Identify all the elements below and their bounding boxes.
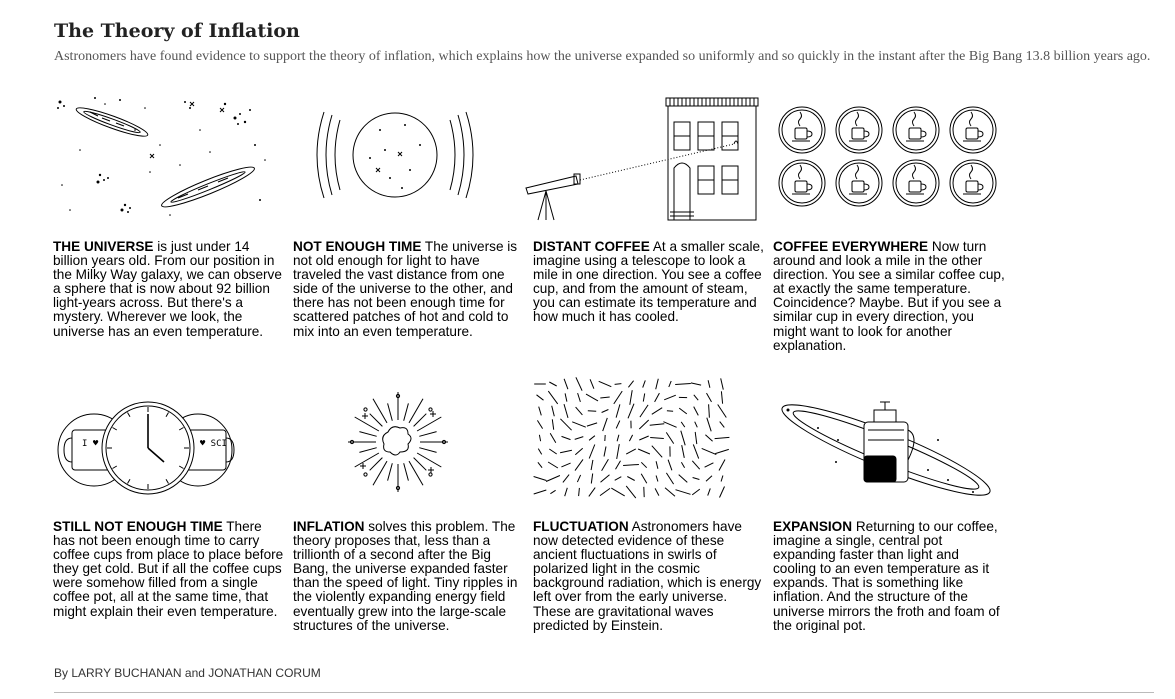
galaxy-icon — [161, 166, 255, 208]
panel-body: solves this problem. The theory proposes… — [293, 519, 518, 633]
coffee-cup-icon — [778, 106, 826, 154]
panel-heading: STILL NOT ENOUGH TIME — [53, 519, 223, 534]
panel-body: There has not been enough time to carry … — [53, 519, 284, 619]
panel-distant-coffee: DISTANT COFFEE At a smaller scale, imagi… — [533, 239, 765, 325]
page-title: The Theory of Inflation — [54, 20, 300, 42]
coffee-press-icon — [863, 401, 915, 483]
panel-body: Returning to our coffee, imagine a singl… — [773, 519, 1000, 633]
panel-body: is just under 14 billion years old. From… — [53, 239, 282, 339]
coffee-cup-icon — [949, 106, 997, 154]
telescope-icon — [525, 173, 581, 221]
panel-fluctuation: FLUCTUATION Astronomers have now detecte… — [533, 519, 765, 633]
panel-coffee-everywhere: COFFEE EVERYWHERE Now turn around and lo… — [773, 239, 1005, 353]
coffee-cup-icon — [949, 159, 997, 207]
panel-heading: DISTANT COFFEE — [533, 239, 650, 254]
coffee-cup-icon — [892, 159, 940, 207]
panel-heading: EXPANSION — [773, 519, 853, 534]
panel-still-not-enough-time: STILL NOT ENOUGH TIME There has not been… — [53, 519, 285, 619]
polarization-field-illustration — [533, 377, 734, 500]
coffee-cups-grid-illustration — [778, 106, 1000, 208]
panel-body: At a smaller scale, imagine using a tele… — [533, 239, 764, 325]
footer-divider — [54, 692, 1154, 693]
building-icon — [665, 97, 759, 221]
expansion-illustration — [778, 400, 993, 505]
universe-sphere-icon — [352, 112, 438, 198]
universe-illustration — [50, 90, 280, 225]
panel-heading: INFLATION — [293, 519, 365, 534]
burst-core-icon — [382, 426, 412, 456]
panel-inflation: INFLATION solves this problem. The theor… — [293, 519, 525, 633]
galaxy-icon — [75, 107, 149, 137]
right-mug-label: I ♥ SCI — [189, 439, 227, 449]
panel-heading: FLUCTUATION — [533, 519, 629, 534]
left-mug-label: I ♥ SCI — [82, 439, 120, 449]
panel-universe: THE UNIVERSE is just under 14 billion ye… — [53, 239, 285, 339]
panel-body: Astronomers have now detected evidence o… — [533, 519, 762, 633]
coffee-cup-icon — [835, 106, 883, 154]
distant-coffee-illustration — [524, 96, 764, 224]
inflation-burst-illustration — [342, 386, 454, 498]
panel-heading: NOT ENOUGH TIME — [293, 239, 422, 254]
byline: By LARRY BUCHANAN and JONATHAN CORUM — [54, 666, 321, 680]
panel-heading: THE UNIVERSE — [53, 239, 154, 254]
sphere-illustration — [310, 100, 480, 210]
panel-expansion: EXPANSION Returning to our coffee, imagi… — [773, 519, 1005, 633]
clock-icon — [101, 401, 195, 495]
panel-not-enough-time: NOT ENOUGH TIME The universe is not old … — [293, 239, 525, 339]
panel-body: The universe is not old enough for light… — [293, 239, 518, 339]
clock-mugs-illustration: I ♥ SCI I ♥ SCI — [57, 400, 235, 500]
page-subtitle: Astronomers have found evidence to suppo… — [54, 49, 1151, 64]
coffee-cup-icon — [892, 106, 940, 154]
polarization-field — [533, 377, 730, 499]
panel-body: Now turn around and look a mile in the o… — [773, 239, 1005, 353]
coffee-cup-icon — [835, 159, 883, 207]
coffee-cup-icon — [778, 159, 826, 207]
panel-heading: COFFEE EVERYWHERE — [773, 239, 929, 254]
